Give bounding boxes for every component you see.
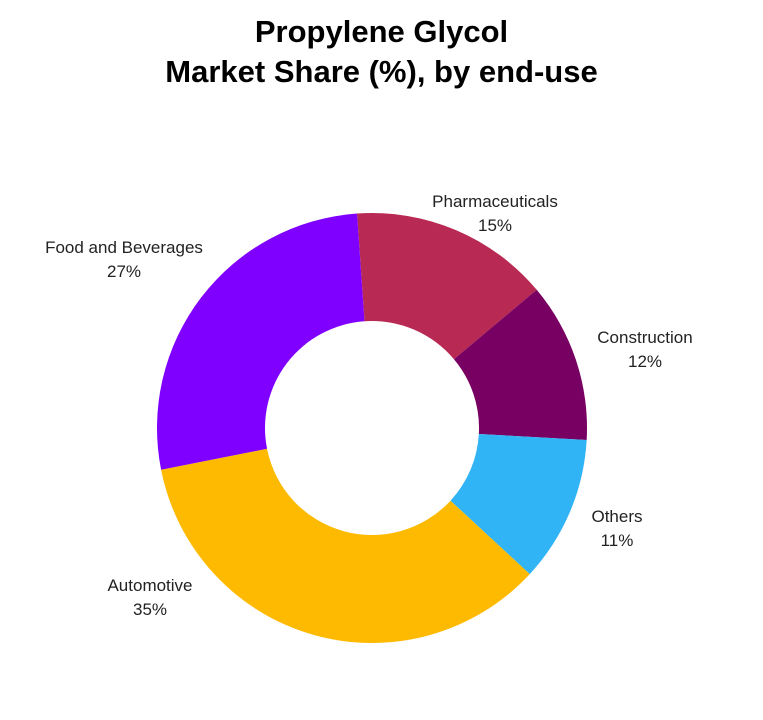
slice-label: Pharmaceuticals — [432, 192, 558, 211]
slice-others — [450, 433, 587, 575]
slice-value-label: 35% — [133, 600, 167, 619]
slice-value-label: 15% — [478, 216, 512, 235]
slice-construction — [453, 289, 587, 441]
slice-label: Others — [591, 507, 642, 526]
slice-value-label: 12% — [628, 352, 662, 371]
slice-value-label: 27% — [107, 262, 141, 281]
slice-label: Construction — [597, 328, 692, 347]
slice-label: Automotive — [107, 576, 192, 595]
chart-title-line-1: Propylene Glycol — [254, 14, 509, 49]
slice-value-label: 11% — [601, 531, 634, 550]
slice-food-and-beverages — [157, 213, 365, 470]
chart-title-line-2: Market Share (%), by end-use — [165, 54, 598, 89]
slice-automotive — [161, 448, 530, 643]
slice-label: Food and Beverages — [45, 238, 203, 257]
slice-pharmaceuticals — [357, 213, 537, 360]
